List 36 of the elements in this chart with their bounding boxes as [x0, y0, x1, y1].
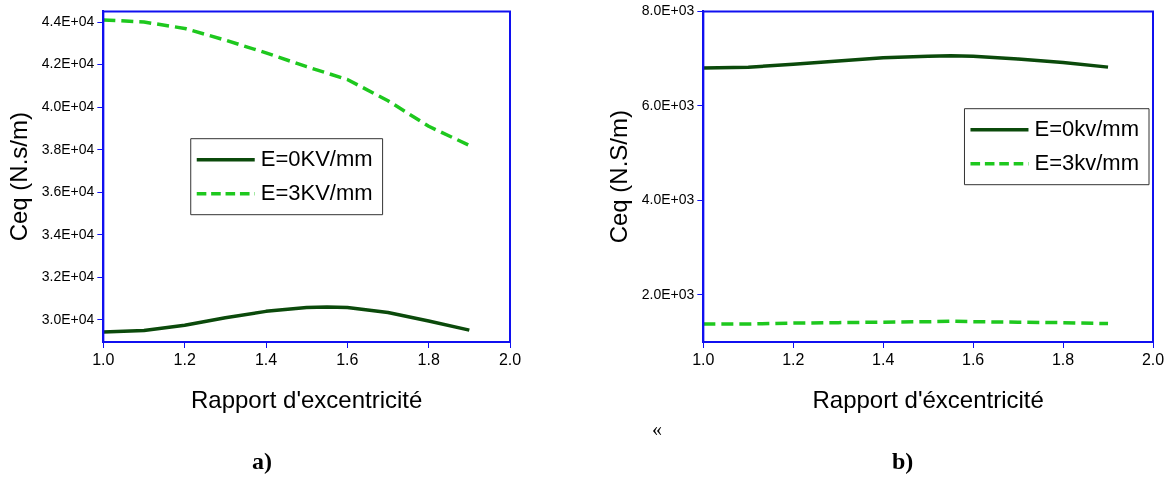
x-tick-label: 1.8 — [1051, 351, 1075, 369]
legend-label: E=0KV/mm — [260, 145, 373, 171]
x-tick-label: 1.4 — [254, 351, 278, 369]
x-tick-label: 1.2 — [173, 351, 196, 369]
text: « — [652, 418, 662, 441]
text: b) — [892, 448, 914, 475]
x-tick-label: 1.0 — [92, 351, 115, 369]
legend-label: E=3kv/mm — [1034, 149, 1140, 175]
x-axis-title: Rapport d'éxcentricité — [812, 386, 1044, 414]
text: a) — [252, 448, 272, 475]
x-tick-label: 1.8 — [417, 351, 440, 369]
y-axis-title: Ceq (N.S/m) — [605, 110, 633, 244]
y-tick-label: 4.4E+04 — [41, 12, 95, 29]
y-tick-label: 3.4E+04 — [41, 225, 95, 242]
y-tick-label: 3.6E+04 — [41, 183, 95, 200]
y-axis-title: Ceq (N.s/m) — [5, 112, 33, 242]
x-tick-label: 1.6 — [962, 351, 985, 369]
x-tick-label: 1.6 — [336, 351, 359, 369]
y-tick-label: 3.2E+04 — [41, 268, 95, 285]
y-tick-label: 3.0E+04 — [41, 310, 95, 327]
y-tick-label: 4.0E+04 — [41, 97, 95, 114]
y-tick-label: 8.0E+03 — [641, 2, 695, 19]
y-tick-label: 4.2E+04 — [41, 55, 95, 72]
x-tick-label: 1.0 — [692, 351, 715, 369]
y-tick-label: 4.0E+03 — [641, 191, 695, 208]
y-tick-label: 2.0E+03 — [641, 285, 695, 302]
x-tick-label: 1.4 — [872, 351, 895, 369]
y-tick-label: 6.0E+03 — [641, 96, 695, 113]
x-axis-title: Rapport d'excentricité — [190, 386, 423, 414]
x-tick-label: 1.2 — [782, 351, 805, 369]
y-tick-label: 3.8E+04 — [41, 140, 95, 157]
legend-label: E=0kv/mm — [1034, 115, 1140, 141]
legend-label: E=3KV/mm — [260, 179, 373, 205]
line-series — [103, 18, 472, 148]
x-tick-label: 2.0 — [498, 351, 522, 369]
x-tick-label: 2.0 — [1141, 351, 1165, 369]
